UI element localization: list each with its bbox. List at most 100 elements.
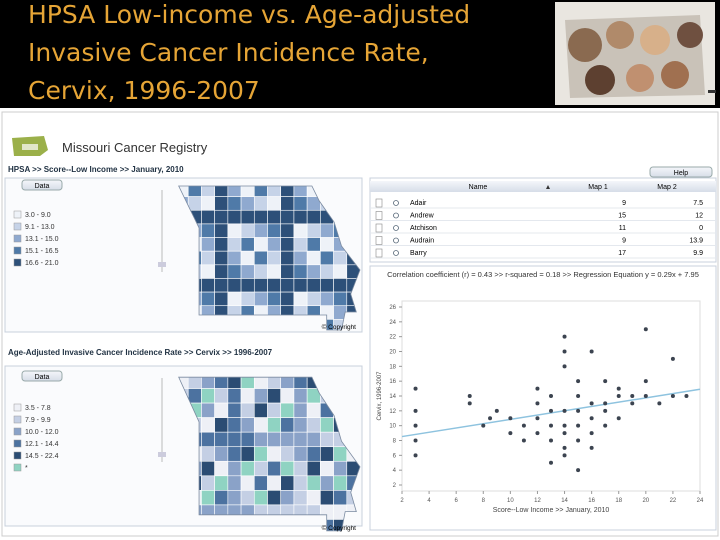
county [293,264,308,279]
county [306,278,321,293]
scatter-point [549,394,553,398]
county [214,402,229,418]
state-outline [178,376,361,532]
map-copyright: © Copyright [322,323,357,331]
scatter-point [603,379,608,384]
y-tick-label: 18 [389,364,396,370]
y-tick-label: 24 [389,320,396,326]
county [214,460,229,477]
legend-label: 16.6 - 21.0 [25,260,59,267]
county [306,431,321,448]
scatter-point [684,394,689,398]
cell: 9.9 [693,250,703,257]
cell: Adair [410,200,427,207]
county [201,237,215,252]
county [227,417,242,433]
county [333,291,348,307]
row-icon [375,223,383,233]
county [293,223,308,238]
county [306,291,321,307]
scatter-point [413,386,418,391]
county [187,196,202,211]
county [240,250,255,266]
county [320,431,334,448]
x-tick-label: 12 [534,498,541,504]
cell: 17 [618,250,626,257]
county [267,388,282,404]
scatter-point [657,401,662,406]
county [306,223,321,238]
data-button[interactable] [21,370,63,382]
scatter-point [562,445,567,450]
county [333,460,348,477]
zoom-control[interactable] [158,190,166,272]
county [214,223,229,238]
x-tick-label: 24 [697,498,704,504]
county [280,291,295,307]
county [306,264,321,279]
county [240,460,255,477]
county [253,250,268,266]
scatter-point [467,401,472,406]
scatter-point [589,401,594,406]
county [201,278,215,293]
county [280,460,295,477]
legend-swatch [13,210,22,219]
county [253,475,268,491]
county [240,209,255,225]
county [253,209,268,225]
table-header [370,181,716,192]
county [227,264,242,279]
scatter-point [576,438,581,443]
x-tick-label: 16 [588,498,595,504]
scatter-point [562,334,567,339]
cell: Atchison [410,225,437,232]
scatter-point [589,431,594,436]
county [201,460,215,477]
x-tick-label: 18 [615,498,622,504]
county [280,490,295,506]
app-title: Missouri Cancer Registry [62,140,208,155]
zoom-control[interactable] [158,378,166,462]
county [253,446,268,462]
data-button[interactable] [21,179,63,191]
county [306,250,321,266]
county [227,446,242,462]
county [293,250,308,266]
scatter-point [643,379,648,384]
scatter-panel [369,265,717,531]
county [240,291,255,307]
row-icon [375,198,383,208]
scatter-point [589,445,594,450]
scatter-point [488,416,493,421]
county [240,402,255,418]
county [320,417,334,433]
scatter-point [562,453,567,458]
legend-swatch [13,222,22,231]
county [320,460,334,477]
county [333,278,348,293]
county [293,417,308,433]
scatter-point [508,431,513,436]
slide-title: HPSA Low-income vs. Age-adjusted [28,0,471,29]
state-outline [178,185,361,331]
county [214,237,229,252]
county [293,460,308,477]
scatter-point [562,423,567,428]
county [253,237,268,252]
scatter-point [670,394,675,398]
row-icon [393,212,399,219]
county [320,223,334,238]
map-heading: HPSA >> Score--Low Income >> January, 20… [8,165,184,174]
help-button[interactable] [649,166,713,178]
county [201,446,215,462]
county [240,431,255,448]
x-tick-label: 20 [642,498,649,504]
scatter-point [616,416,621,421]
county [333,250,348,266]
county [280,402,295,418]
scatter-point [670,356,675,361]
scatter-point [467,394,472,398]
county [214,446,229,462]
scatter-point [508,416,513,421]
